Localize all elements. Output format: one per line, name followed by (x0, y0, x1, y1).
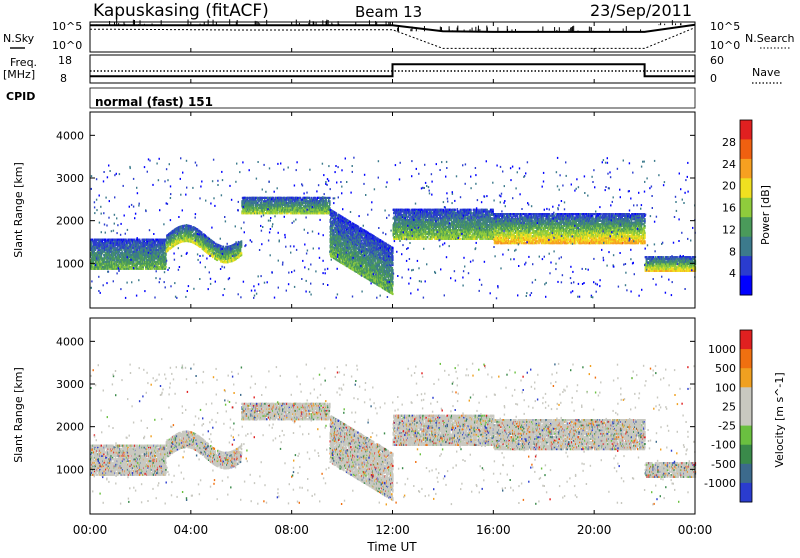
beam-title: Beam 13 (355, 3, 422, 21)
echo-cell (349, 244, 351, 246)
echo-cell (214, 245, 216, 247)
echo-cell (168, 249, 170, 251)
echo-cell (241, 240, 243, 242)
echo-cell (91, 244, 93, 246)
noise-left-label: N.Sky (3, 32, 35, 45)
echo-cell (327, 202, 329, 204)
echo-cell (336, 212, 338, 214)
date-title: 23/Sep/2011 (590, 1, 692, 20)
echo-cell (165, 257, 167, 259)
echo-cell (342, 216, 344, 218)
echo-cell (209, 250, 211, 252)
echo-cell (215, 243, 217, 245)
echo-cell (234, 250, 236, 252)
noise-left-tick-bottom: 10^0 (52, 39, 82, 52)
noise-panel-frame (90, 22, 695, 52)
echo-cell (326, 197, 328, 199)
echo-cell (197, 229, 199, 231)
cpid-mode: normal (fast) 151 (95, 95, 213, 109)
noise-right-tick-bottom: 10^0 (710, 39, 740, 52)
noise-line-1 (90, 28, 695, 49)
echo-cell (201, 232, 203, 234)
echo-cell (220, 245, 222, 247)
noise-panel: N.Sky 10^5 10^0 10^5 10^0 N.Search (3, 19, 795, 52)
echo-cell (190, 225, 192, 227)
echo-cell (193, 233, 195, 235)
power-echoes (90, 157, 696, 300)
nave-label: Nave (752, 66, 780, 79)
echo-cell (333, 229, 335, 231)
echo-cell (165, 266, 167, 268)
freq-series (90, 64, 695, 76)
cpid-label: CPID (6, 90, 35, 103)
freq-label-2: [MHz] (3, 68, 35, 81)
echo-cell (334, 227, 336, 229)
echo-cell (268, 197, 270, 199)
freq-tick-top: 18 (58, 54, 72, 67)
echo-cell (126, 268, 128, 270)
echo-cell (214, 242, 216, 244)
station-title: Kapuskasing (fitACF) (93, 1, 269, 21)
echo-cell (235, 258, 237, 260)
echo-cell (355, 259, 357, 261)
freq-line (90, 64, 695, 76)
echo-cell (241, 252, 243, 254)
echo-cell (277, 212, 279, 214)
freq-tick-bottom: 8 (60, 72, 67, 85)
nave-tick-bottom: 0 (710, 72, 717, 85)
echo-cell (247, 197, 249, 199)
echo-cell (333, 231, 335, 233)
echo-cell (329, 197, 331, 199)
echo-cell (262, 197, 264, 199)
echo-cell (166, 239, 168, 241)
echo-cell (350, 221, 352, 223)
noise-right-label: N.Search (745, 32, 795, 45)
nave-tick-top: 60 (710, 54, 724, 67)
echo-cell (206, 235, 208, 237)
noise-left-tick-top: 10^5 (52, 20, 82, 33)
echo-cell (351, 249, 353, 251)
noise-right-tick-top: 10^5 (710, 20, 740, 33)
echo-cell (329, 200, 331, 202)
